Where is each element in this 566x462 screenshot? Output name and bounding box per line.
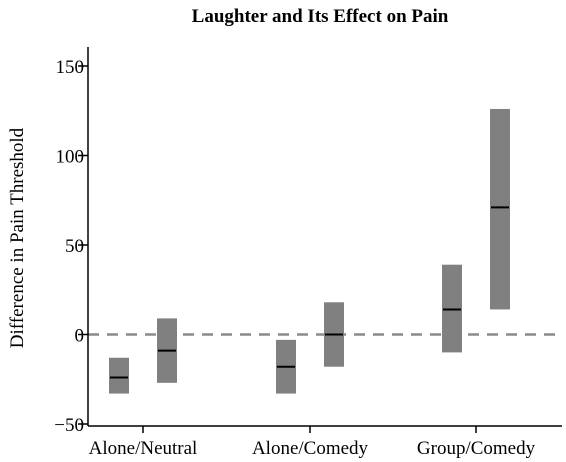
x-tick-label: Alone/Comedy xyxy=(252,438,369,459)
plot-area: −50 0 50 100 150 Alone/Neutral Alone/Comedy Gro… xyxy=(54,47,562,459)
y-tick-label: −50 xyxy=(54,415,84,436)
x-tick-label: Group/Comedy xyxy=(417,438,536,459)
x-tick-label: Alone/Neutral xyxy=(89,438,198,459)
y-tick-label: 0 xyxy=(75,326,85,347)
y-tick-label: 50 xyxy=(65,236,84,257)
range-bar xyxy=(109,357,129,394)
y-tick-label: 100 xyxy=(56,147,85,168)
y-tick-label: 150 xyxy=(56,57,85,78)
range-bar xyxy=(490,108,510,310)
chart-title: Laughter and Its Effect on Pain xyxy=(192,6,449,27)
y-axis-label: Difference in Pain Threshold xyxy=(7,127,28,348)
